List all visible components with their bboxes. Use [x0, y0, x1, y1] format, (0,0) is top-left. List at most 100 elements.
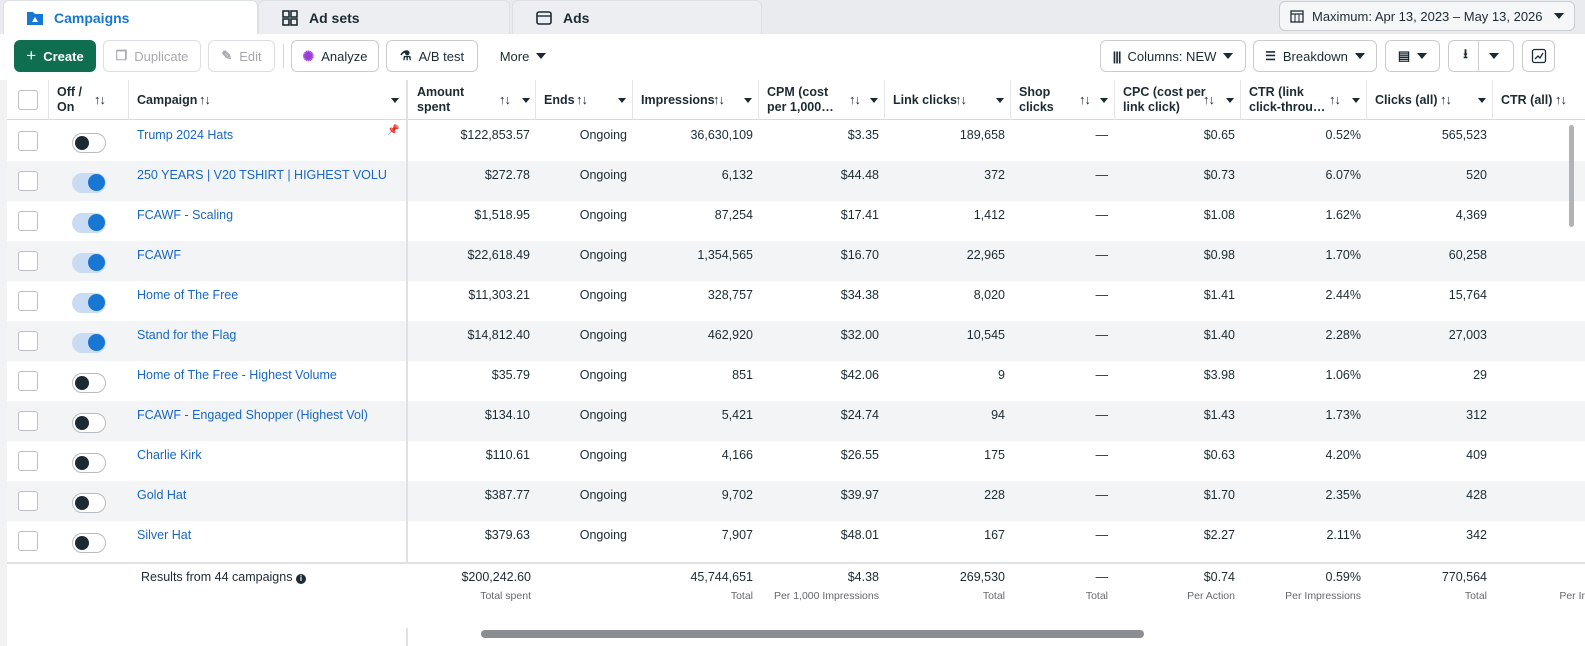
row-checkbox[interactable]	[18, 491, 38, 511]
tab-campaigns[interactable]: Campaigns	[3, 0, 258, 34]
tab-ad-sets[interactable]: Ad sets	[258, 0, 510, 34]
campaign-toggle[interactable]	[72, 533, 106, 553]
chevron-down-icon[interactable]	[1226, 98, 1234, 103]
export-divider	[1477, 41, 1479, 71]
sort-icon[interactable]: ↑↓	[499, 92, 511, 107]
row-checkbox[interactable]	[18, 411, 38, 431]
campaign-name-link[interactable]: Silver Hat	[137, 528, 192, 542]
table-row[interactable]: FCAWF - Engaged Shopper (Highest Vol) $13…	[7, 401, 1585, 441]
table-row[interactable]: Gold Hat $387.77 Ongoing 9,702 $39.97 228 — $1.…	[7, 481, 1585, 521]
sort-icon[interactable]: ↑↓	[1203, 92, 1215, 107]
row-checkbox[interactable]	[18, 211, 38, 231]
col-amount-spent[interactable]: Amount spent ↑↓	[409, 80, 536, 120]
sort-icon[interactable]: ↑↓	[1079, 92, 1091, 107]
row-checkbox[interactable]	[18, 291, 38, 311]
vertical-scrollbar[interactable]	[1569, 125, 1574, 227]
col-off-on[interactable]: Off / On ↑↓	[49, 80, 129, 120]
campaign-toggle[interactable]	[72, 293, 106, 313]
edit-button[interactable]: ✎ Edit	[208, 40, 275, 72]
chevron-down-icon[interactable]	[996, 98, 1004, 103]
row-checkbox[interactable]	[18, 171, 38, 191]
chevron-down-icon[interactable]	[1478, 98, 1486, 103]
campaign-name-link[interactable]: FCAWF - Scaling	[137, 208, 234, 222]
col-ends[interactable]: Ends ↑↓	[536, 80, 633, 120]
col-cpm[interactable]: CPM (cost per 1,000… ↑↓	[759, 80, 885, 120]
columns-button[interactable]: ||| Columns: NEW	[1100, 40, 1246, 72]
chevron-down-icon[interactable]	[522, 98, 530, 103]
row-checkbox[interactable]	[18, 331, 38, 351]
sort-icon[interactable]: ↑↓	[713, 92, 725, 107]
sort-icon[interactable]: ↑↓	[1440, 92, 1452, 107]
table-row[interactable]: FCAWF $22,618.49 Ongoing 1,354,565 $16.70 22,…	[7, 241, 1585, 281]
table-row[interactable]: Charlie Kirk $110.61 Ongoing 4,166 $26.55 175…	[7, 441, 1585, 481]
sort-icon[interactable]: ↑↓	[1329, 92, 1341, 107]
cell-shop-clicks: —	[1095, 128, 1109, 142]
col-shop-clicks[interactable]: Shop clicks ↑↓	[1011, 80, 1115, 120]
view-charts-button[interactable]	[1522, 40, 1555, 72]
campaign-name-link[interactable]: FCAWF - Engaged Shopper (Highest Vol)	[137, 408, 368, 422]
more-button[interactable]: More	[488, 40, 558, 72]
campaign-name-link[interactable]: Home of The Free	[137, 288, 239, 302]
sort-icon[interactable]: ↑↓	[199, 92, 211, 107]
chevron-down-icon[interactable]	[618, 98, 626, 103]
table-row[interactable]: Home of The Free $11,303.21 Ongoing 328,757…	[7, 281, 1585, 321]
chevron-down-icon[interactable]	[391, 98, 399, 103]
col-cpc[interactable]: CPC (cost per link click) ↑↓	[1115, 80, 1241, 120]
duplicate-button[interactable]: ❐ Duplicate	[103, 40, 201, 72]
campaign-toggle[interactable]	[72, 333, 106, 353]
campaign-toggle[interactable]	[72, 453, 106, 473]
col-ctr-all[interactable]: CTR (all) ↑↓	[1493, 80, 1585, 120]
campaign-toggle[interactable]	[72, 133, 106, 153]
breakdown-button[interactable]: ☰ Breakdown	[1253, 40, 1377, 72]
campaign-toggle[interactable]	[72, 373, 106, 393]
table-row[interactable]: Home of The Free - Highest Volume $35.79 O…	[7, 361, 1585, 401]
table-row[interactable]: 250 YEARS | V20 TSHIRT | HIGHEST VOLU… $2…	[7, 161, 1585, 201]
export-button[interactable]: ⭳	[1448, 40, 1514, 72]
col-ctr-link[interactable]: CTR (link click-throu… ↑↓	[1241, 80, 1367, 120]
row-checkbox[interactable]	[18, 251, 38, 271]
sort-icon[interactable]: ↑↓	[94, 92, 106, 107]
campaign-toggle[interactable]	[72, 413, 106, 433]
horizontal-scrollbar[interactable]	[481, 630, 1144, 638]
chevron-down-icon[interactable]	[744, 98, 752, 103]
col-link-clicks[interactable]: Link clicks ↑↓	[885, 80, 1011, 120]
ab-test-button[interactable]: ⚗ A/B test	[386, 40, 478, 72]
chevron-down-icon[interactable]	[1352, 98, 1360, 103]
tab-ads[interactable]: Ads	[512, 0, 762, 34]
campaign-name-link[interactable]: Gold Hat	[137, 488, 187, 502]
campaign-name-link[interactable]: 250 YEARS | V20 TSHIRT | HIGHEST VOLU…	[137, 168, 387, 182]
campaign-toggle[interactable]	[72, 173, 106, 193]
campaign-name-link[interactable]: Stand for the Flag	[137, 328, 237, 342]
row-checkbox[interactable]	[18, 531, 38, 551]
campaign-toggle[interactable]	[72, 213, 106, 233]
campaign-name-link[interactable]: Charlie Kirk	[137, 448, 202, 462]
create-button[interactable]: + Create	[14, 40, 96, 72]
pin-icon[interactable]: 📌	[387, 125, 400, 136]
table-row[interactable]: Silver Hat $379.63 Ongoing 7,907 $48.01 167 — $…	[7, 521, 1585, 561]
sort-icon[interactable]: ↑↓	[1555, 92, 1567, 107]
campaign-name-link[interactable]: Home of The Free - Highest Volume	[137, 368, 337, 382]
chevron-down-icon[interactable]	[870, 98, 878, 103]
col-clicks-all[interactable]: Clicks (all) ↑↓	[1367, 80, 1493, 120]
col-impressions[interactable]: Impressions ↑↓	[633, 80, 759, 120]
col-campaign[interactable]: Campaign ↑↓	[129, 80, 407, 120]
sort-icon[interactable]: ↑↓	[849, 92, 861, 107]
reports-button[interactable]: ▤	[1385, 40, 1440, 72]
row-checkbox[interactable]	[18, 131, 38, 151]
select-all-checkbox[interactable]	[18, 90, 38, 110]
info-icon[interactable]: i	[295, 574, 306, 584]
row-checkbox[interactable]	[18, 371, 38, 391]
campaign-name-link[interactable]: FCAWF	[137, 248, 181, 262]
table-row[interactable]: Stand for the Flag $14,812.40 Ongoing 462,9…	[7, 321, 1585, 361]
analyze-button[interactable]: ✺ Analyze	[291, 40, 379, 72]
table-row[interactable]: FCAWF - Scaling $1,518.95 Ongoing 87,254 $17…	[7, 201, 1585, 241]
campaign-toggle[interactable]	[72, 493, 106, 513]
campaign-name-link[interactable]: Trump 2024 Hats	[137, 128, 234, 142]
sort-icon[interactable]: ↑↓	[955, 92, 967, 107]
chevron-down-icon[interactable]	[1100, 98, 1108, 103]
date-range-picker[interactable]: Maximum: Apr 13, 2023 – May 13, 2026	[1279, 1, 1575, 31]
sort-icon[interactable]: ↑↓	[576, 92, 588, 107]
row-checkbox[interactable]	[18, 451, 38, 471]
table-row[interactable]: Trump 2024 Hats 📌 $122,853.57 Ongoing 36,630…	[7, 121, 1585, 161]
campaign-toggle[interactable]	[72, 253, 106, 273]
